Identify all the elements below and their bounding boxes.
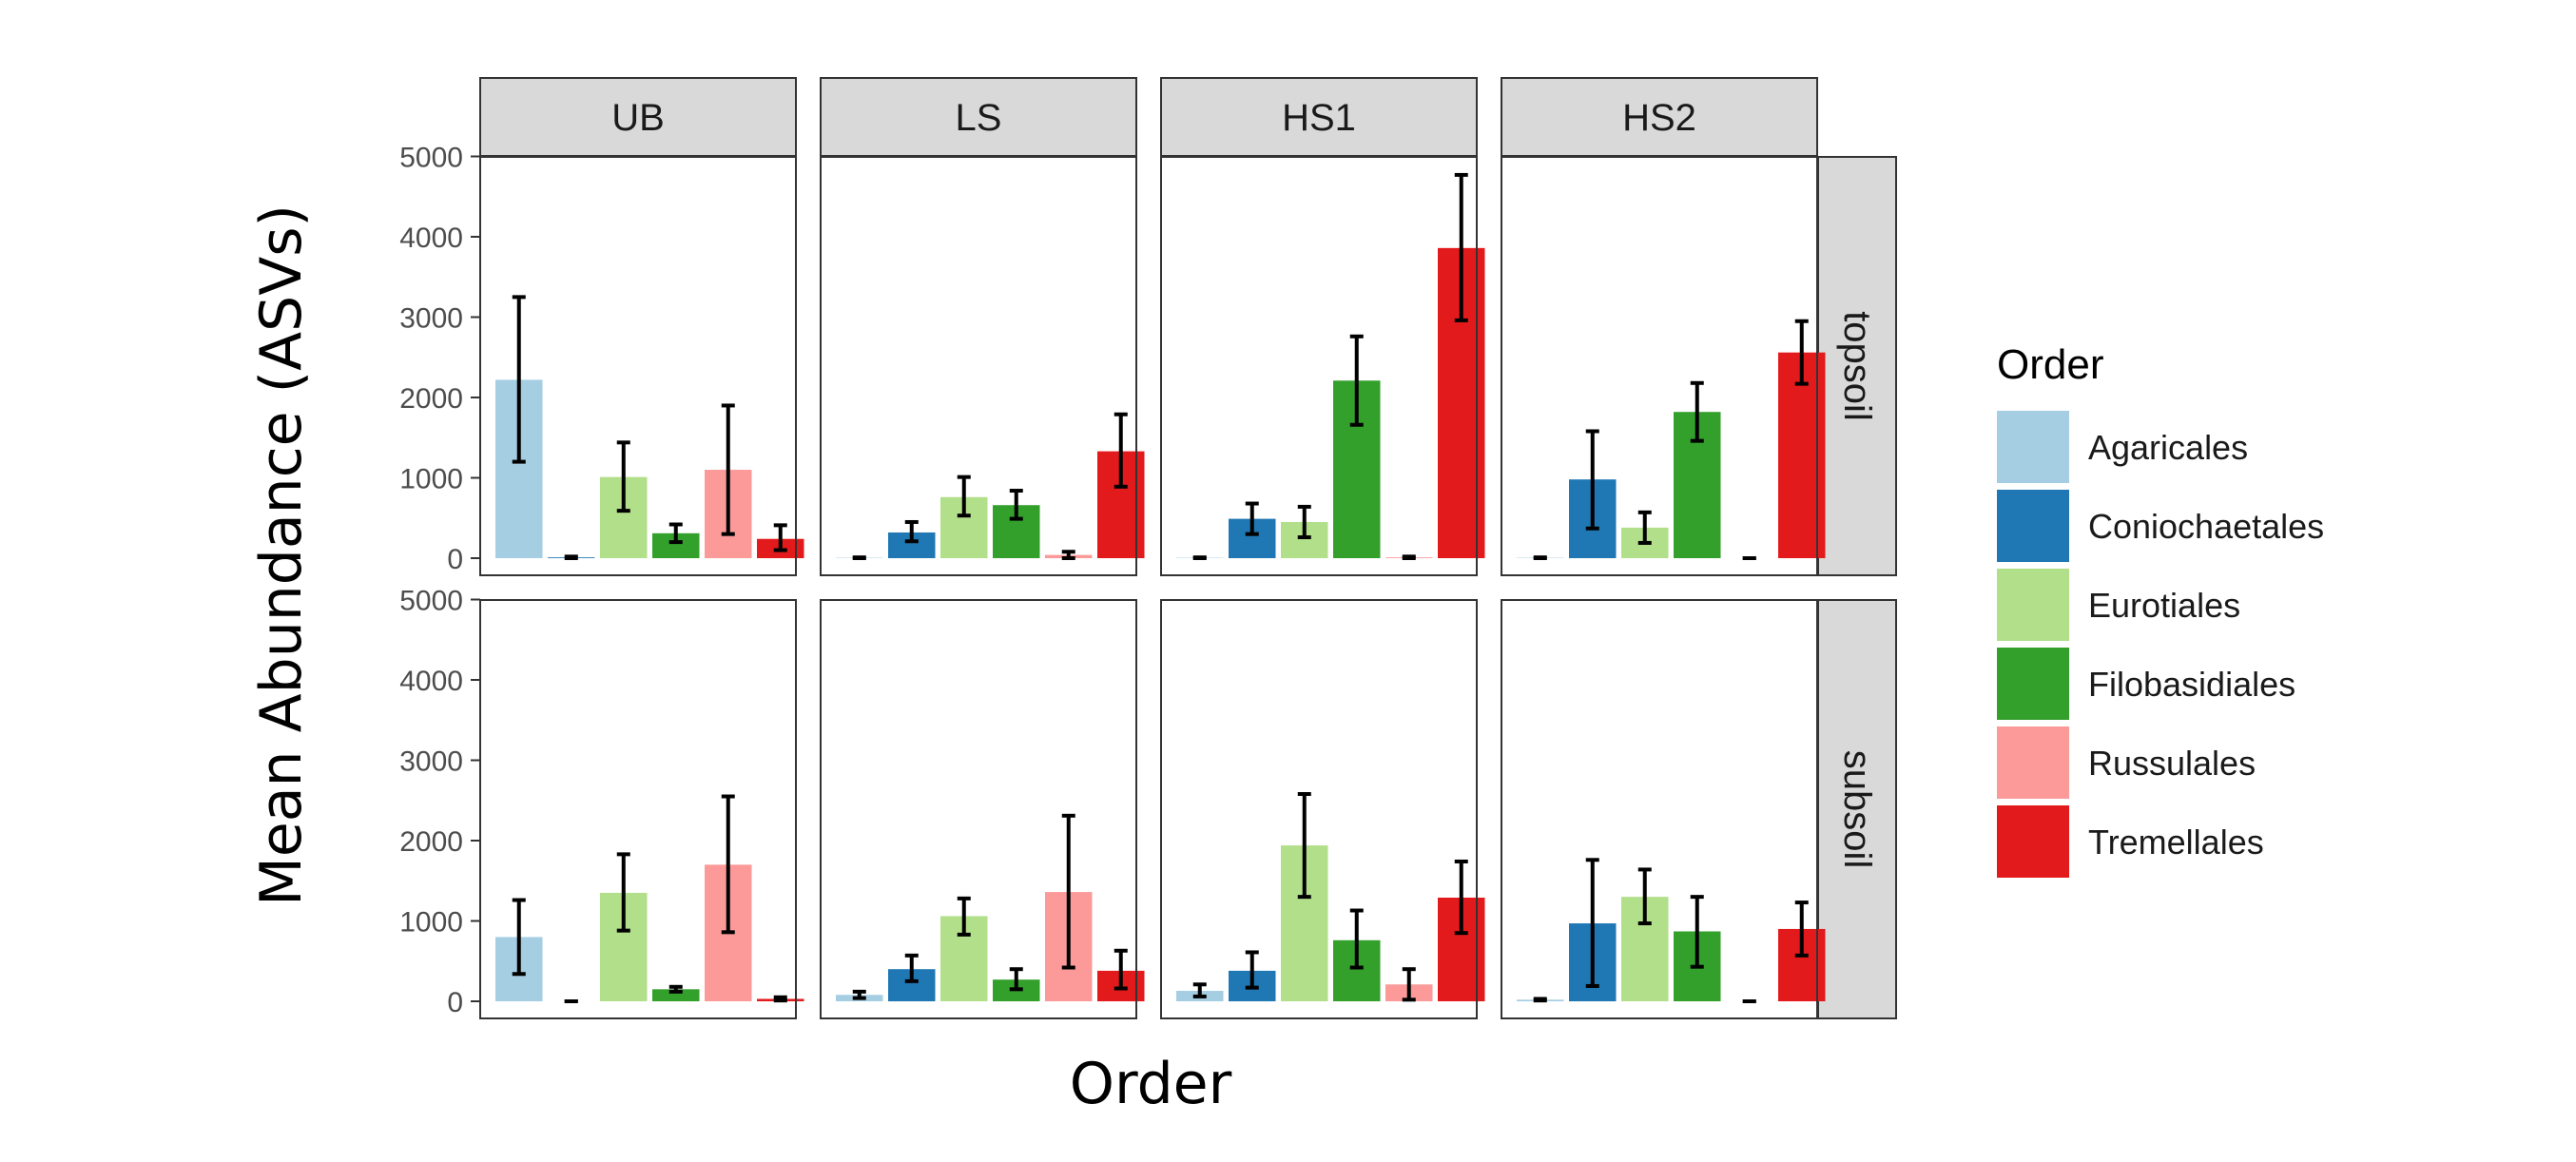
y-tick-label-topsoil-1000: 1000 — [399, 464, 463, 495]
legend-label-russulales: Russulales — [2088, 744, 2256, 783]
y-axis-title: Mean Abundance (ASVs) — [248, 204, 315, 906]
legend-swatch-tremellales — [1997, 805, 2069, 878]
y-tick-label-topsoil-2000: 2000 — [399, 383, 463, 415]
facet-label-topsoil: topsoil — [1836, 311, 1878, 421]
facet-label-hs1: HS1 — [1282, 97, 1356, 139]
facet-label-ls: LS — [956, 97, 1002, 139]
panel-ls-subsoil-border — [820, 599, 1137, 1019]
panel-ub-subsoil-bar-filobasidiales — [652, 989, 700, 1001]
panel-ub-subsoil-border — [479, 599, 797, 1019]
facet-strip-subsoil — [1817, 599, 1897, 1019]
y-tick-label-subsoil-1000: 1000 — [399, 907, 463, 939]
legend-title: Order — [1997, 341, 2103, 388]
legend-swatch-filobasidiales — [1997, 648, 2069, 720]
legend-label-eurotiales: Eurotiales — [2088, 586, 2240, 625]
y-tick-label-topsoil-0: 0 — [447, 544, 463, 575]
facet-strip-ub — [479, 77, 797, 157]
facet-strip-hs2 — [1501, 77, 1818, 157]
panel-hs2-topsoil-border — [1501, 156, 1818, 576]
y-tick-label-topsoil-4000: 4000 — [399, 223, 463, 254]
legend-label-coniochaetales: Coniochaetales — [2088, 507, 2324, 546]
panel-hs2-subsoil-border — [1501, 599, 1818, 1019]
y-tick-label-subsoil-2000: 2000 — [399, 826, 463, 858]
legend-label-filobasidiales: Filobasidiales — [2088, 665, 2295, 704]
legend-swatch-agaricales — [1997, 411, 2069, 483]
facet-label-ub: UB — [611, 97, 665, 139]
facet-label-hs2: HS2 — [1622, 97, 1696, 139]
legend-swatch-eurotiales — [1997, 569, 2069, 641]
facet-strip-ls — [820, 77, 1137, 157]
panel-ub-topsoil-border — [479, 156, 797, 576]
legend-swatch-russulales — [1997, 726, 2069, 799]
y-tick-label-subsoil-0: 0 — [447, 987, 463, 1018]
panel-ls-topsoil-border — [820, 156, 1137, 576]
panel-hs1-subsoil-border — [1160, 599, 1478, 1019]
panel-hs1-topsoil-border — [1160, 156, 1478, 576]
panel-hs1-topsoil-background — [1161, 157, 1477, 575]
legend-label-tremellales: Tremellales — [2088, 823, 2264, 862]
y-tick-label-topsoil-5000: 5000 — [399, 143, 463, 174]
y-tick-label-subsoil-5000: 5000 — [399, 586, 463, 617]
facet-label-subsoil: subsoil — [1836, 750, 1878, 869]
y-tick-label-subsoil-4000: 4000 — [399, 666, 463, 697]
y-tick-label-subsoil-3000: 3000 — [399, 746, 463, 778]
legend-label-agaricales: Agaricales — [2088, 428, 2248, 467]
y-tick-label-topsoil-3000: 3000 — [399, 303, 463, 335]
x-axis-title: Order — [1070, 1051, 1232, 1117]
facet-strip-topsoil — [1817, 156, 1897, 576]
panel-hs2-topsoil-background — [1501, 157, 1817, 575]
legend-swatch-coniochaetales — [1997, 490, 2069, 562]
facet-strip-hs1 — [1160, 77, 1478, 157]
